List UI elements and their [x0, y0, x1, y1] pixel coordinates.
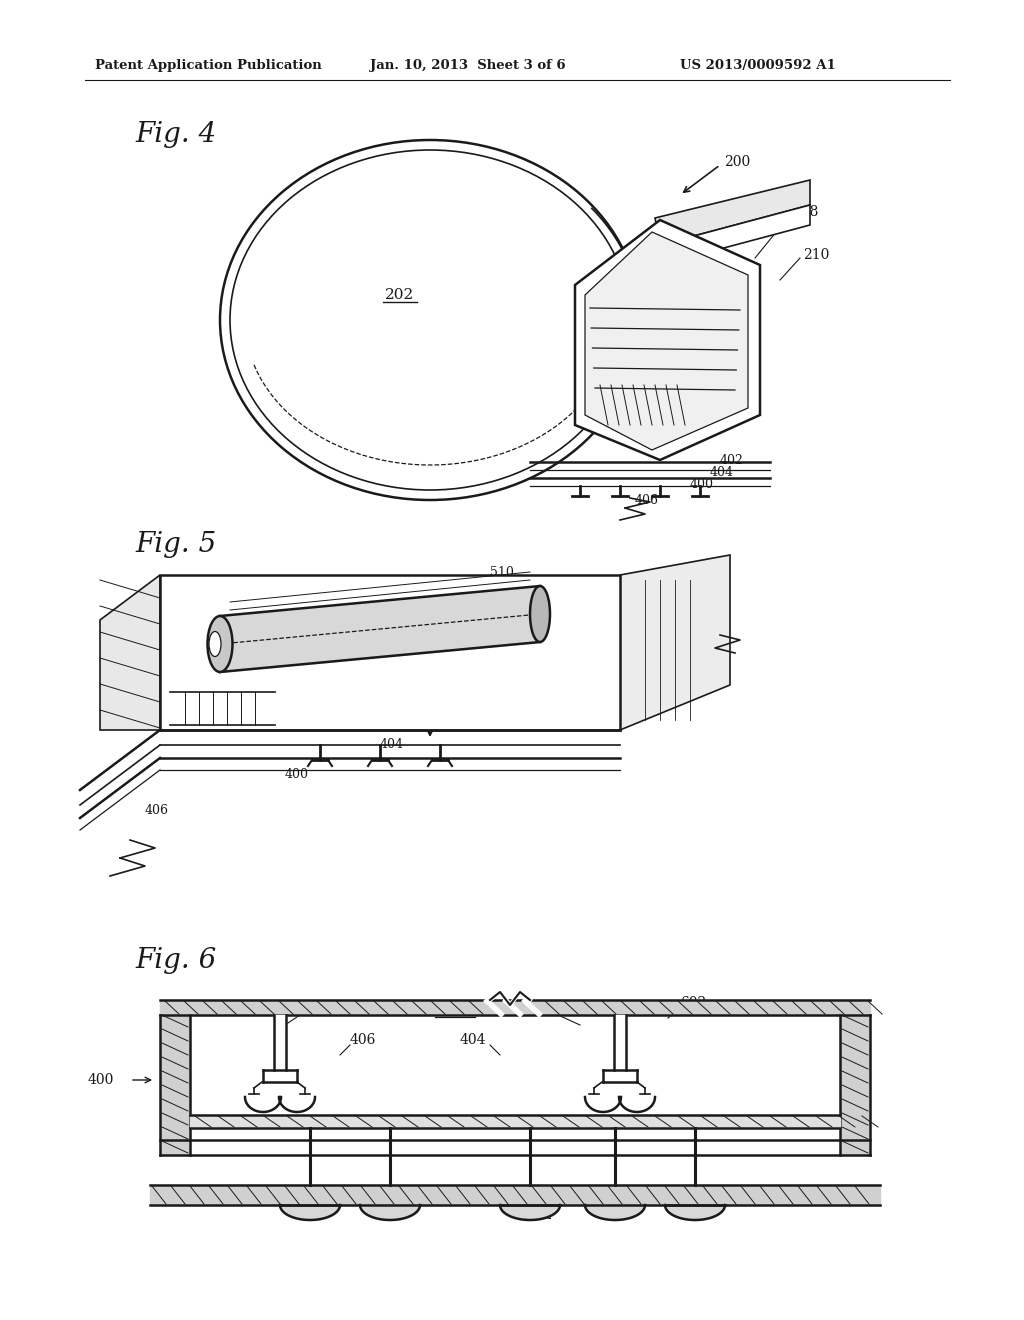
Polygon shape	[100, 576, 160, 730]
Polygon shape	[160, 576, 620, 730]
Text: 402: 402	[450, 719, 474, 733]
Text: 404: 404	[380, 738, 404, 751]
Text: 200: 200	[724, 154, 751, 169]
Text: 400: 400	[88, 1073, 115, 1086]
Ellipse shape	[208, 616, 232, 672]
Text: 602: 602	[680, 997, 707, 1010]
Text: Fig. 4: Fig. 4	[135, 121, 216, 149]
Text: 500: 500	[442, 1003, 468, 1016]
Text: 406: 406	[350, 1034, 377, 1047]
Polygon shape	[655, 180, 810, 246]
Text: 400: 400	[690, 478, 714, 491]
Text: 506: 506	[310, 587, 334, 601]
Text: 606: 606	[300, 1003, 327, 1016]
Ellipse shape	[209, 631, 221, 656]
Text: 400: 400	[285, 768, 309, 781]
Text: 402: 402	[720, 454, 743, 466]
Polygon shape	[620, 554, 730, 730]
Text: 504: 504	[385, 586, 409, 598]
Text: Fig. 6: Fig. 6	[135, 946, 216, 974]
Text: 402: 402	[526, 1208, 553, 1222]
Text: US 2013/0009592 A1: US 2013/0009592 A1	[680, 58, 836, 71]
Text: 500: 500	[390, 628, 414, 642]
Text: 202: 202	[385, 288, 415, 302]
Text: Patent Application Publication: Patent Application Publication	[95, 58, 322, 71]
Text: 502: 502	[480, 595, 504, 609]
Text: 508: 508	[175, 644, 199, 656]
Polygon shape	[660, 205, 810, 265]
Polygon shape	[575, 220, 760, 459]
Text: 404: 404	[710, 466, 734, 479]
Text: 406: 406	[145, 804, 169, 817]
Text: Fig. 5: Fig. 5	[135, 532, 216, 558]
Polygon shape	[585, 232, 748, 450]
Text: 510: 510	[490, 565, 514, 578]
Text: 408: 408	[793, 205, 819, 219]
Text: 210: 210	[803, 248, 829, 261]
Text: 406: 406	[635, 494, 659, 507]
Text: 604: 604	[558, 1003, 585, 1016]
Ellipse shape	[530, 586, 550, 642]
Text: 404: 404	[460, 1034, 486, 1047]
Text: Jan. 10, 2013  Sheet 3 of 6: Jan. 10, 2013 Sheet 3 of 6	[370, 58, 565, 71]
